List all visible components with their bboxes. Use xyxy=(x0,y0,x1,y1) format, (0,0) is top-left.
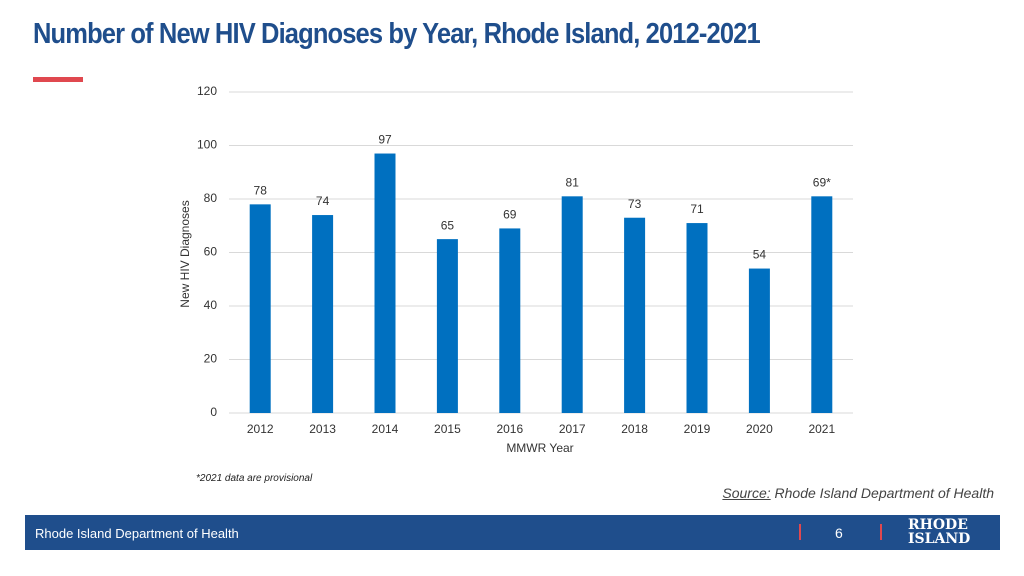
y-tick-label: 120 xyxy=(197,84,217,98)
x-tick-label: 2021 xyxy=(808,422,835,436)
value-label: 71 xyxy=(690,202,704,216)
value-label: 54 xyxy=(753,248,767,262)
y-tick-label: 0 xyxy=(210,405,217,419)
value-label: 81 xyxy=(566,175,580,189)
x-tick-label: 2018 xyxy=(621,422,648,436)
accent-line xyxy=(33,77,83,82)
x-tick-label: 2020 xyxy=(746,422,773,436)
value-label: 69* xyxy=(813,175,831,189)
footer-text: Rhode Island Department of Health xyxy=(35,526,239,541)
separator xyxy=(799,524,801,540)
bar xyxy=(312,215,334,413)
x-tick-label: 2019 xyxy=(684,422,711,436)
bar xyxy=(499,228,521,413)
footer: Rhode Island Department of Health 6 RHOD… xyxy=(25,515,1000,550)
bar xyxy=(436,239,458,413)
bar xyxy=(686,223,708,413)
bar xyxy=(748,268,770,413)
value-label: 74 xyxy=(316,194,330,208)
bar xyxy=(561,196,583,413)
page-number: 6 xyxy=(835,525,843,541)
y-tick-label: 20 xyxy=(204,352,218,366)
x-tick-label: 2013 xyxy=(309,422,336,436)
value-label: 97 xyxy=(378,133,392,147)
y-tick-label: 100 xyxy=(197,138,217,152)
slide-title: Number of New HIV Diagnoses by Year, Rho… xyxy=(33,18,761,50)
logo: RHODE ISLAND xyxy=(908,518,970,546)
logo-line: RHODE xyxy=(908,517,968,533)
bar xyxy=(811,196,833,413)
separator xyxy=(880,524,882,540)
logo-line: ISLAND xyxy=(908,531,971,547)
bar xyxy=(624,217,646,413)
value-label: 78 xyxy=(254,184,268,198)
source: Source: Rhode Island Department of Healt… xyxy=(722,485,994,501)
bar xyxy=(249,204,271,413)
y-tick-label: 40 xyxy=(204,298,218,312)
x-tick-label: 2012 xyxy=(247,422,274,436)
x-axis-label: MMWR Year xyxy=(506,441,573,455)
source-text: Rhode Island Department of Health xyxy=(774,485,994,501)
x-tick-label: 2014 xyxy=(372,422,399,436)
x-tick-label: 2016 xyxy=(496,422,523,436)
bar xyxy=(374,153,396,413)
x-tick-label: 2015 xyxy=(434,422,461,436)
x-tick-label: 2017 xyxy=(559,422,586,436)
y-tick-label: 80 xyxy=(204,191,218,205)
source-label: Source: xyxy=(722,485,771,501)
y-axis-label: New HIV Diagnoses xyxy=(178,200,192,307)
y-tick-label: 60 xyxy=(204,245,218,259)
footnote: *2021 data are provisional xyxy=(196,473,313,484)
value-label: 65 xyxy=(441,218,455,232)
value-label: 73 xyxy=(628,197,642,211)
value-label: 69 xyxy=(503,208,517,222)
